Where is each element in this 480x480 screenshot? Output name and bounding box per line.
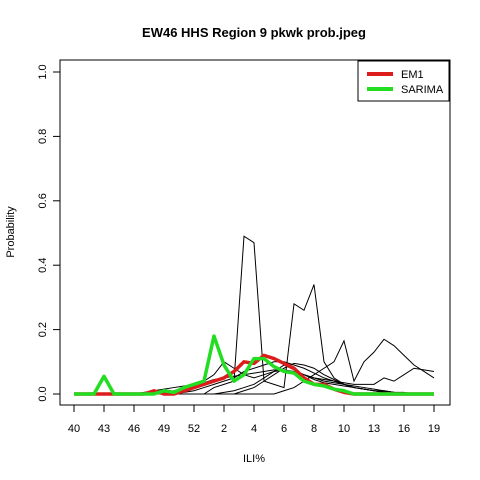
x-tick-label: 13 (368, 423, 380, 435)
y-tick-label: 0.8 (37, 129, 49, 144)
legend-label-em1: EM1 (401, 69, 424, 81)
x-tick-label: 16 (398, 423, 410, 435)
y-tick-label: 0.0 (37, 386, 49, 401)
x-axis-label: ILI% (243, 453, 265, 465)
legend: EM1 SARIMA (357, 60, 450, 102)
y-axis: 0.0 0.2 0.4 0.6 0.8 1.0 (37, 64, 60, 402)
series-line-sarima (74, 334, 434, 396)
x-tick-label: 10 (338, 423, 350, 435)
legend-box (357, 60, 450, 102)
y-tick-label: 1.0 (37, 64, 49, 79)
x-tick-label: 2 (221, 423, 227, 435)
x-tick-label: 52 (188, 423, 200, 435)
plot-frame (59, 59, 451, 406)
x-tick-label: 8 (311, 423, 317, 435)
y-tick-label: 0.6 (37, 193, 49, 208)
x-tick-label: 4 (251, 423, 257, 435)
x-tick-label: 40 (68, 423, 80, 435)
chart-title: EW46 HHS Region 9 pkwk prob.jpeg (142, 25, 366, 40)
main-series-group (74, 334, 434, 396)
y-axis-label: Probability (5, 206, 17, 258)
y-tick-label: 0.2 (37, 322, 49, 337)
y-tick-label: 0.4 (37, 258, 49, 273)
x-tick-label: 46 (128, 423, 140, 435)
legend-label-sarima: SARIMA (401, 84, 444, 96)
x-axis: 40 43 46 49 52 2 4 6 8 10 13 16 19 (68, 405, 440, 435)
x-tick-label: 6 (281, 423, 287, 435)
x-tick-label: 49 (158, 423, 170, 435)
x-tick-label: 19 (428, 423, 440, 435)
x-tick-label: 43 (98, 423, 110, 435)
